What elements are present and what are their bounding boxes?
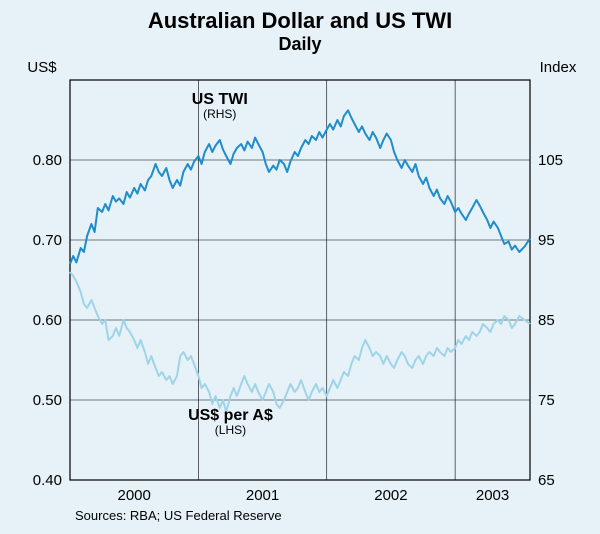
left-tick-label: 0.50 (33, 392, 62, 409)
series-label-aud-usd: US$ per A$ (188, 407, 273, 424)
right-tick-label: 75 (538, 392, 555, 409)
left-axis-label: US$ (27, 59, 57, 76)
series-sublabel-us-twi: (RHS) (203, 107, 236, 121)
series-us-twi (70, 110, 530, 264)
x-year-label: 2000 (117, 487, 150, 504)
chart-svg: 0.40 0.50 0.60 0.70 0.80 65 75 85 95 105 2000 2001 2… (0, 0, 600, 534)
series-sublabel-aud-usd: (LHS) (215, 423, 246, 437)
right-axis-label: Index (540, 59, 577, 76)
right-tick-label: 65 (538, 472, 555, 489)
x-year-label: 2001 (246, 487, 279, 504)
series-aud-usd (70, 272, 530, 412)
left-tick-label: 0.70 (33, 232, 62, 249)
right-tick-label: 85 (538, 312, 555, 329)
right-tick-label: 105 (538, 152, 563, 169)
source-text: Sources: RBA; US Federal Reserve (75, 508, 282, 523)
plot-border (70, 80, 530, 480)
chart-container: Australian Dollar and US TWI Daily 0.400… (0, 0, 600, 534)
left-tick-label: 0.80 (33, 152, 62, 169)
left-tick-label: 0.60 (33, 312, 62, 329)
x-year-label: 2003 (476, 487, 509, 504)
left-tick-label: 0.40 (33, 472, 62, 489)
x-year-label: 2002 (374, 487, 407, 504)
series-label-us-twi: US TWI (192, 91, 248, 108)
right-tick-label: 95 (538, 232, 555, 249)
